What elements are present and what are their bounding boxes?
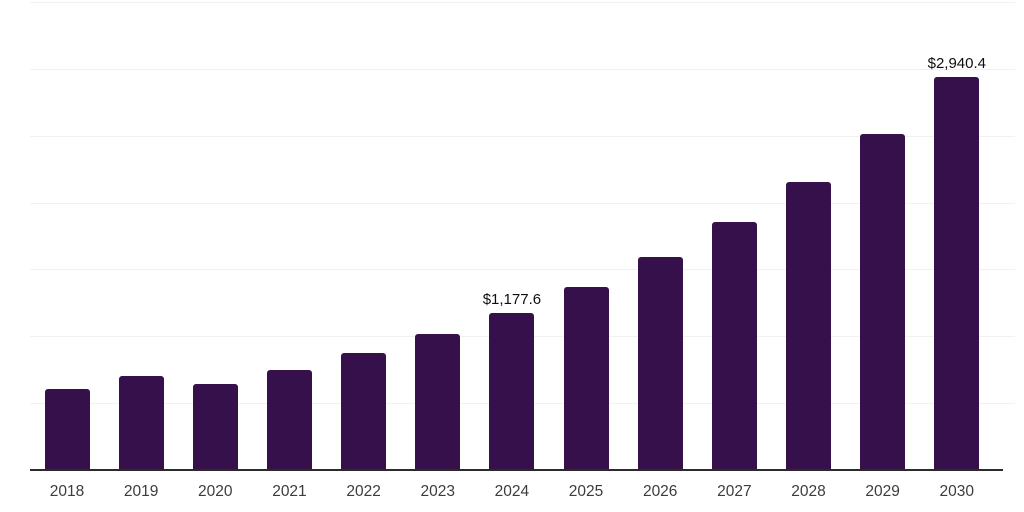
x-tick-label-2020: 2020 [198, 483, 233, 500]
x-tick-label-2023: 2023 [420, 483, 455, 500]
gridline-3500 [30, 2, 1015, 3]
gridline-1500 [30, 269, 1015, 270]
x-tick-label-2029: 2029 [865, 483, 900, 500]
x-tick-label-2028: 2028 [791, 483, 826, 500]
bar-2021 [267, 370, 312, 470]
bar-2023 [415, 334, 460, 470]
bar-2025 [564, 287, 609, 470]
bar-value-label-2030: $2,940.4 [927, 55, 986, 72]
bar-value-label-2024: $1,177.6 [482, 291, 542, 308]
x-tick-label-2026: 2026 [642, 483, 678, 500]
x-tick-label-2021: 2021 [272, 483, 307, 500]
x-tick-label-2027: 2027 [717, 483, 752, 500]
x-tick-label-2024: 2024 [494, 483, 530, 500]
gridline-2500 [30, 136, 1015, 137]
x-tick-label-2018: 2018 [49, 483, 85, 500]
bar-2029 [860, 134, 905, 470]
bar-2018 [45, 389, 90, 470]
x-tick-label-2022: 2022 [346, 483, 381, 500]
bar-2022 [341, 353, 386, 470]
bar-2024 [489, 313, 534, 470]
gridline-2000 [30, 203, 1015, 204]
bar-2019 [119, 376, 164, 470]
x-tick-label-2030: 2030 [939, 483, 975, 500]
bar-2027 [712, 222, 757, 470]
x-tick-label-2019: 2019 [123, 483, 159, 500]
gridline-3000 [30, 69, 1015, 70]
bar-2028 [786, 182, 831, 470]
bar-2020 [193, 384, 238, 470]
x-tick-label-2025: 2025 [568, 483, 604, 500]
bar-2026 [638, 257, 683, 470]
bar-2030 [934, 77, 979, 470]
x-axis-line [30, 469, 1003, 471]
